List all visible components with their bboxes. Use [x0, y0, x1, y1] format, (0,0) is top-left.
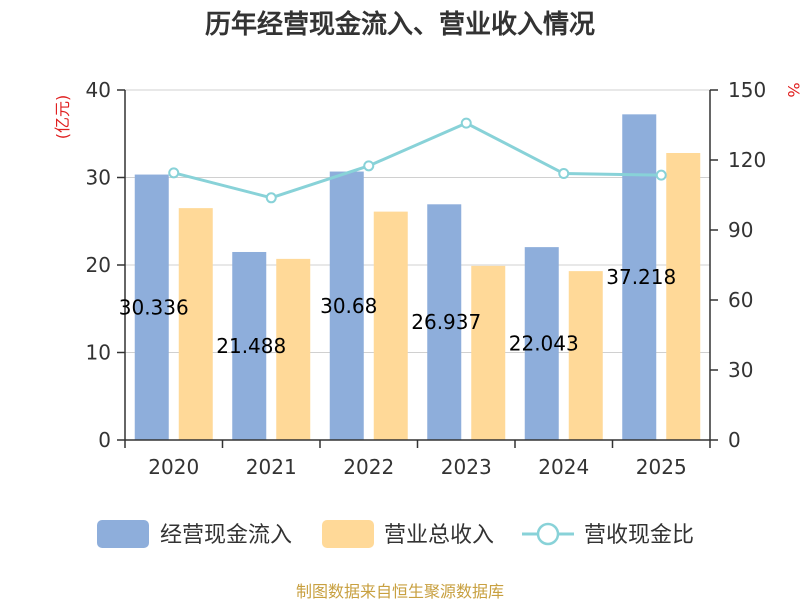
x-tick-label: 2021: [246, 455, 297, 479]
y-left-tick-label: 20: [86, 253, 111, 277]
bar-cash-inflow: [622, 114, 657, 440]
y-right-unit: %: [784, 82, 800, 97]
y-left-tick-label: 30: [86, 166, 111, 190]
bar-revenue: [276, 258, 311, 440]
bar-revenue: [178, 208, 213, 440]
x-tick-label: 2023: [441, 455, 492, 479]
y-left-tick-label: 40: [86, 78, 111, 102]
y-right-tick-label: 30: [728, 358, 753, 382]
bar-value-label: 37.218: [606, 265, 676, 289]
grid-layer: [125, 89, 710, 353]
legend-label-cash-inflow: 经营现金流入: [160, 523, 292, 548]
bar-cash-inflow: [524, 247, 559, 440]
legend-swatch-ratio-marker: [536, 522, 560, 546]
y-right-tick-label: 150: [728, 78, 766, 102]
axis-layer: 0 10 20 30 40 0 30 60 90 120 150 (亿元)% 2020 2021 2022 2…: [53, 78, 800, 479]
bar-cash-inflow: [134, 174, 169, 440]
bar-value-label: 22.043: [509, 332, 579, 356]
bars-layer: [134, 114, 701, 441]
ratio-point: [265, 192, 277, 204]
bar-cash-inflow: [427, 204, 462, 440]
legend-swatch-cash-inflow: [97, 520, 149, 548]
legend-swatch-revenue: [322, 520, 374, 548]
line-layer: [168, 117, 667, 204]
ratio-line: [173, 121, 662, 200]
bar-revenue: [471, 265, 506, 440]
ratio-point: [363, 160, 375, 172]
bar-value-label: 30.68: [320, 294, 377, 318]
bar-value-label: 30.336: [119, 295, 189, 319]
ratio-point: [460, 117, 472, 129]
source-note: 制图数据来自恒生聚源数据库: [295, 582, 504, 601]
bar-revenue: [666, 153, 701, 440]
ratio-point: [168, 167, 180, 179]
bar-cash-inflow: [329, 171, 364, 441]
ratio-point: [655, 169, 667, 181]
legend-label-revenue: 营业总收入: [384, 523, 494, 548]
legend-label-ratio: 营收现金比: [584, 523, 694, 548]
legend-layer: 经营现金流入 营业总收入 营收现金比: [97, 520, 694, 548]
bar-revenue: [373, 211, 408, 440]
y-right-tick-label: 120: [728, 148, 766, 172]
bar-revenue: [568, 271, 603, 440]
x-tick-label: 2025: [636, 455, 687, 479]
x-tick-label: 2020: [148, 455, 199, 479]
y-right-tick-label: 0: [728, 428, 741, 452]
y-right-tick-label: 90: [728, 218, 753, 242]
y-right-tick-label: 60: [728, 288, 753, 312]
labels-layer: 30.336 21.488 30.68 26.937 22.043 37.218: [119, 265, 676, 358]
y-left-tick-label: 0: [98, 428, 111, 452]
y-left-tick-label: 10: [86, 341, 111, 365]
ratio-point: [558, 168, 570, 180]
x-tick-label: 2024: [538, 455, 589, 479]
x-tick-label: 2022: [343, 455, 394, 479]
chart-title: 历年经营现金流入、营业收入情况: [204, 10, 595, 40]
y-left-unit: (亿元): [53, 95, 72, 140]
bar-cash-inflow: [232, 251, 267, 440]
bar-value-label: 26.937: [411, 310, 481, 334]
bar-value-label: 21.488: [216, 334, 286, 358]
